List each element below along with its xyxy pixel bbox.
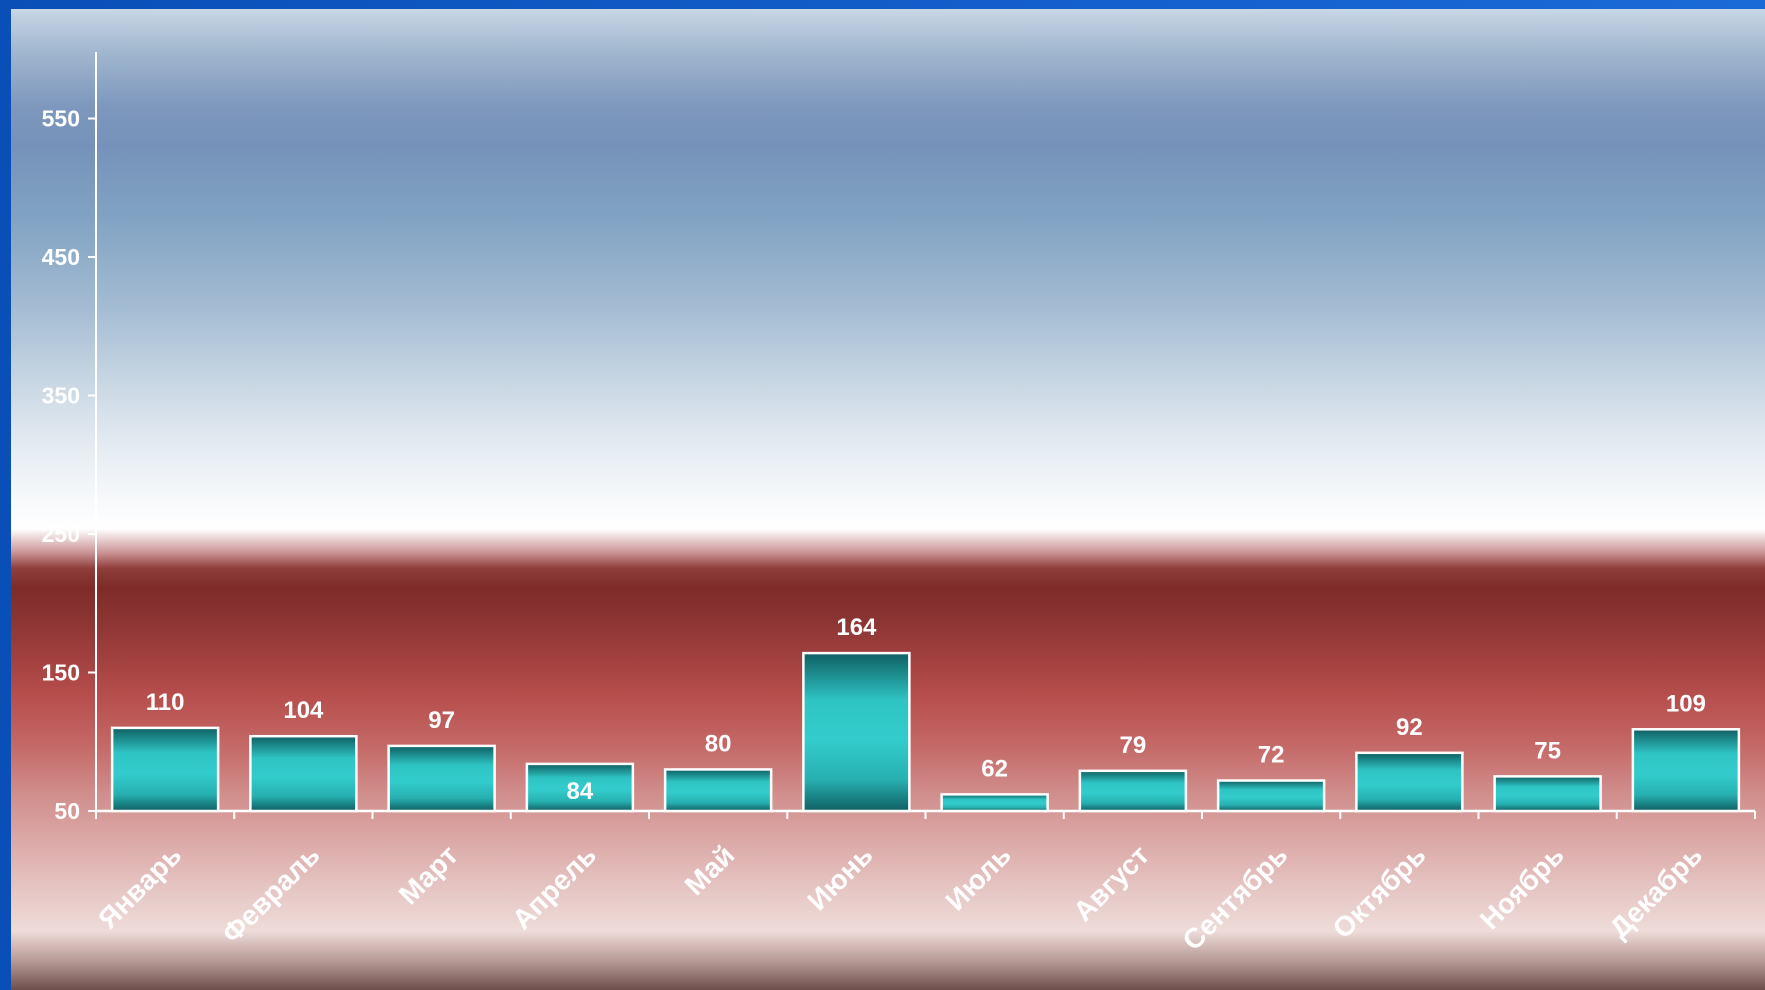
bar-1 <box>110 726 220 813</box>
category-label: Сентябрь <box>1176 839 1293 956</box>
data-label: 164 <box>836 614 877 641</box>
category-label: Март <box>393 839 464 910</box>
data-label: 62 <box>981 755 1008 782</box>
y-tick-label: 350 <box>42 383 80 409</box>
bar-10 <box>1355 751 1464 813</box>
data-label: 97 <box>428 707 455 734</box>
y-tick-label: 450 <box>42 244 80 270</box>
bar-2 <box>249 734 358 813</box>
category-label: Май <box>679 839 741 901</box>
category-label: Ноябрь <box>1474 839 1570 935</box>
category-label: Июль <box>940 839 1017 916</box>
category-label: Июнь <box>801 839 878 916</box>
data-label: 109 <box>1666 690 1706 717</box>
data-label: 104 <box>283 697 324 724</box>
chart-background <box>11 9 1765 990</box>
bar-6 <box>802 651 911 813</box>
y-axis: 50 150 250 350 450 550 <box>42 52 97 824</box>
category-label: Январь <box>92 839 187 934</box>
data-labels: 110 104 97 84 80 164 62 79 72 92 75 109 <box>146 614 1706 805</box>
bar-12 <box>1631 728 1741 813</box>
bars <box>110 651 1741 813</box>
data-label: 72 <box>1258 742 1285 769</box>
data-label: 79 <box>1120 732 1147 759</box>
data-label: 80 <box>705 730 732 757</box>
bar-3 <box>387 744 496 813</box>
category-label: Декабрь <box>1603 839 1708 944</box>
data-label: 84 <box>567 778 594 805</box>
bar-9 <box>1216 779 1326 813</box>
y-tick-label: 250 <box>42 521 80 547</box>
data-label: 75 <box>1534 737 1561 764</box>
x-axis <box>95 809 1756 819</box>
y-tick-label: 550 <box>42 106 80 132</box>
bar-11 <box>1493 775 1602 813</box>
y-tick-label: 50 <box>54 798 80 824</box>
category-label: Февраль <box>216 839 326 949</box>
bar-8 <box>1078 769 1188 813</box>
category-label: Апрель <box>506 839 602 935</box>
bar-5 <box>663 768 773 813</box>
data-label: 92 <box>1396 714 1423 741</box>
category-label: Август <box>1067 839 1155 927</box>
bar-4 <box>525 762 635 813</box>
bar-7 <box>940 793 1049 813</box>
y-tick-label: 150 <box>42 660 80 686</box>
category-label: Октябрь <box>1327 839 1432 944</box>
data-label: 110 <box>146 689 185 716</box>
category-labels: Январь Февраль Март Апрель Май Июнь Июль Август… <box>92 839 1708 956</box>
